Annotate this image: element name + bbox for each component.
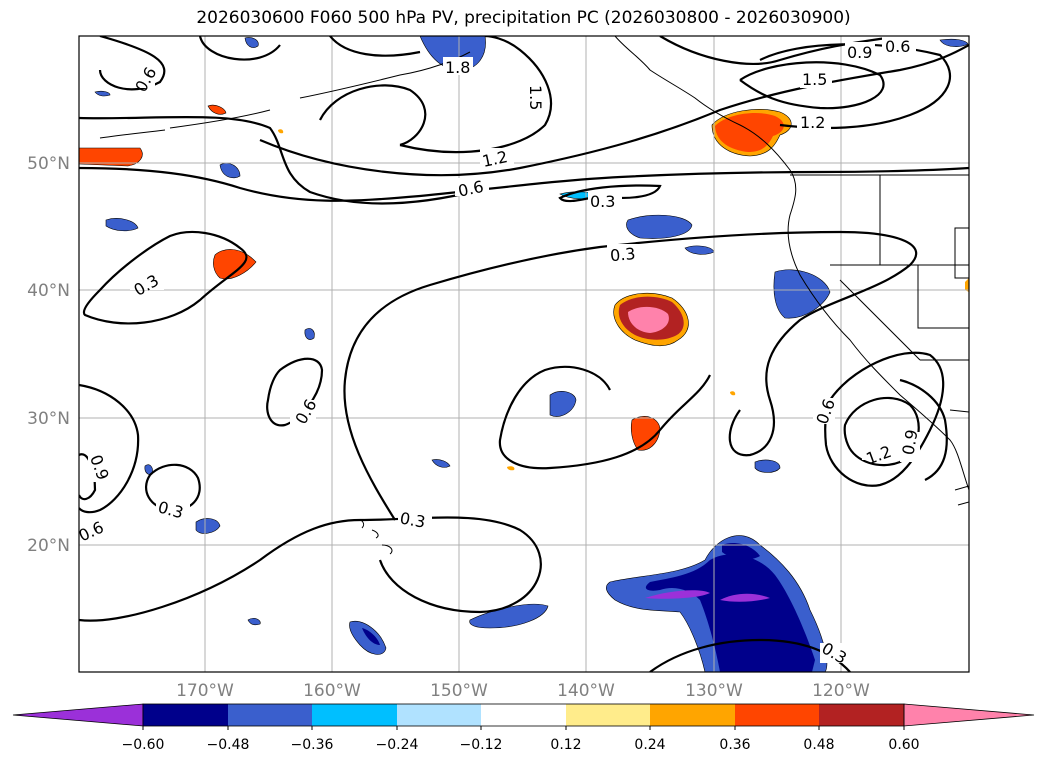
lat-label-30n: 30°N — [27, 409, 70, 429]
colorbar-segment — [650, 704, 735, 726]
precipitation-shading — [79, 36, 969, 672]
map-background — [79, 36, 969, 672]
map-title: 2026030600 F060 500 hPa PV, precipitatio… — [196, 8, 851, 28]
contour-label: 0.9 — [898, 428, 921, 456]
lon-label-140w: 140°W — [557, 681, 615, 701]
gridlines — [79, 36, 969, 672]
colorbar-segment — [735, 704, 819, 726]
colorbar-segment — [312, 704, 397, 726]
colorbar-segment — [397, 704, 481, 726]
lon-label-130w: 130°W — [685, 681, 743, 701]
colorbar-tick-label: −0.12 — [460, 737, 503, 753]
colorbar-segment — [228, 704, 312, 726]
colorbar-segment — [566, 704, 650, 726]
colorbar-tick-label: −0.36 — [291, 737, 334, 753]
colorbar-segment — [481, 704, 566, 726]
latitude-labels: 50°N 40°N 30°N 20°N — [27, 154, 70, 556]
contour-label: 1.8 — [445, 58, 470, 77]
colorbar-tick-label: −0.24 — [376, 737, 419, 753]
lon-label-160w: 160°W — [303, 681, 361, 701]
lon-label-170w: 170°W — [176, 681, 234, 701]
colorbar-tick-label: 0.48 — [803, 737, 834, 753]
colorbar-segment — [143, 704, 228, 726]
contour-label: 0.3 — [398, 509, 426, 532]
colorbar: −0.60 −0.48 −0.36 −0.24 −0.12 0.12 0.24 … — [12, 703, 1035, 753]
colorbar-extend-low — [12, 703, 144, 727]
contour-label: 1.5 — [802, 70, 827, 89]
contour-label: 1.2 — [800, 113, 825, 132]
contour-label: 0.3 — [590, 192, 615, 211]
lat-label-20n: 20°N — [27, 536, 70, 556]
contour-label: 0.3 — [609, 244, 636, 265]
colorbar-extend-high — [903, 703, 1035, 727]
colorbar-tick-label: −0.60 — [122, 737, 165, 753]
colorbar-tick-label: 0.24 — [634, 737, 665, 753]
colorbar-tick-label: 0.12 — [550, 737, 581, 753]
lon-label-120w: 120°W — [812, 681, 870, 701]
colorbar-tick-label: −0.48 — [207, 737, 250, 753]
contour-label: 0.6 — [885, 37, 910, 56]
map-frame — [78, 35, 970, 673]
lat-label-40n: 40°N — [27, 281, 70, 301]
lon-label-150w: 150°W — [430, 681, 488, 701]
longitude-labels: 170°W 160°W 150°W 140°W 130°W 120°W — [176, 681, 870, 701]
contour-label: 1.2 — [480, 147, 509, 171]
colorbar-tick-label: 0.36 — [719, 737, 750, 753]
contour-label: 0.9 — [847, 43, 872, 62]
contour-label: 0.6 — [456, 177, 485, 201]
coastlines — [99, 36, 969, 555]
colorbar-tick-label: 0.60 — [888, 737, 919, 753]
lat-label-50n: 50°N — [27, 154, 70, 174]
contour-label: 1.5 — [526, 85, 545, 110]
colorbar-segment — [819, 704, 904, 726]
